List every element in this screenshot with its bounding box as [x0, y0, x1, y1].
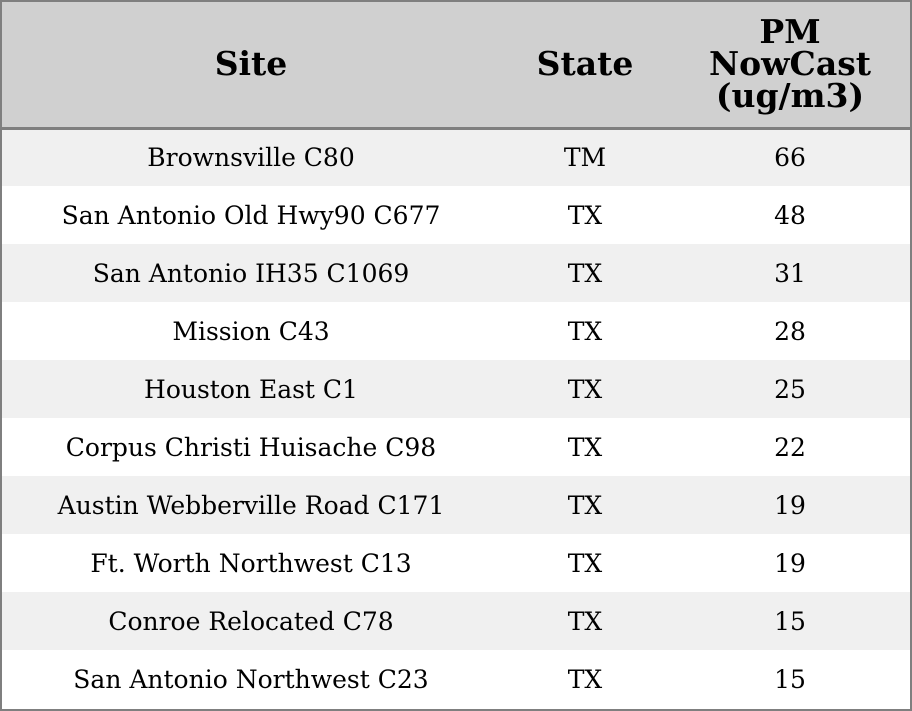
state-cell: TX — [567, 548, 603, 578]
site-cell: San Antonio Northwest C23 — [73, 664, 429, 694]
pm-cell: 48 — [774, 200, 806, 230]
table-row: Mission C43 TX 28 — [2, 302, 910, 360]
site-cell: San Antonio Old Hwy90 C677 — [61, 200, 441, 230]
table-row: Conroe Relocated C78 TX 15 — [2, 592, 910, 650]
site-cell: San Antonio IH35 C1069 — [92, 258, 410, 288]
header-pm-nowcast: PM NowCast (ug/m3) — [670, 2, 910, 130]
table-row: San Antonio Northwest C23 TX 15 — [2, 650, 910, 708]
table-row: San Antonio Old Hwy90 C677 TX 48 — [2, 186, 910, 244]
pm-cell: 19 — [774, 490, 806, 520]
site-cell: Ft. Worth Northwest C13 — [90, 548, 412, 578]
pm-cell: 25 — [774, 374, 806, 404]
header-row: Site State PM NowCast (ug/m3) — [2, 2, 910, 130]
site-cell: Conroe Relocated C78 — [108, 606, 394, 636]
header-pm-line-2: NowCast — [708, 44, 872, 84]
site-cell: Corpus Christi Huisache C98 — [65, 432, 437, 462]
pm-cell: 15 — [774, 664, 806, 694]
table-row: Austin Webberville Road C171 TX 19 — [2, 476, 910, 534]
table-row: Brownsville C80 TM 66 — [2, 128, 910, 186]
table-row: San Antonio IH35 C1069 TX 31 — [2, 244, 910, 302]
header-state: State — [500, 2, 670, 130]
header-pm-line-3: (ug/m3) — [715, 76, 865, 116]
pm-cell: 22 — [774, 432, 806, 462]
site-cell: Houston East C1 — [144, 374, 358, 404]
header-site: Site — [2, 2, 500, 130]
state-cell: TM — [563, 143, 607, 173]
table-header: Site State PM NowCast (ug/m3) — [2, 2, 910, 130]
pm-cell: 31 — [774, 258, 806, 288]
state-cell: TX — [567, 664, 603, 694]
site-cell: Mission C43 — [172, 316, 330, 346]
table-row: Houston East C1 TX 25 — [2, 360, 910, 418]
state-cell: TX — [567, 490, 603, 520]
table-row: Corpus Christi Huisache C98 TX 22 — [2, 418, 910, 476]
pm-cell: 66 — [774, 143, 806, 173]
state-cell: TX — [567, 258, 603, 288]
table-body: Brownsville C80 TM 66 San Antonio Old Hw… — [2, 128, 910, 708]
state-cell: TX — [567, 432, 603, 462]
site-cell: Brownsville C80 — [147, 143, 355, 173]
state-cell: TX — [567, 374, 603, 404]
state-cell: TX — [567, 606, 603, 636]
pm-cell: 28 — [774, 316, 806, 346]
state-cell: TX — [567, 316, 603, 346]
site-cell: Austin Webberville Road C171 — [57, 490, 445, 520]
header-pm-line-1: PM — [759, 12, 821, 52]
pm-cell: 15 — [774, 606, 806, 636]
table-row: Ft. Worth Northwest C13 TX 19 — [2, 534, 910, 592]
pm-cell: 19 — [774, 548, 806, 578]
state-cell: TX — [567, 200, 603, 230]
